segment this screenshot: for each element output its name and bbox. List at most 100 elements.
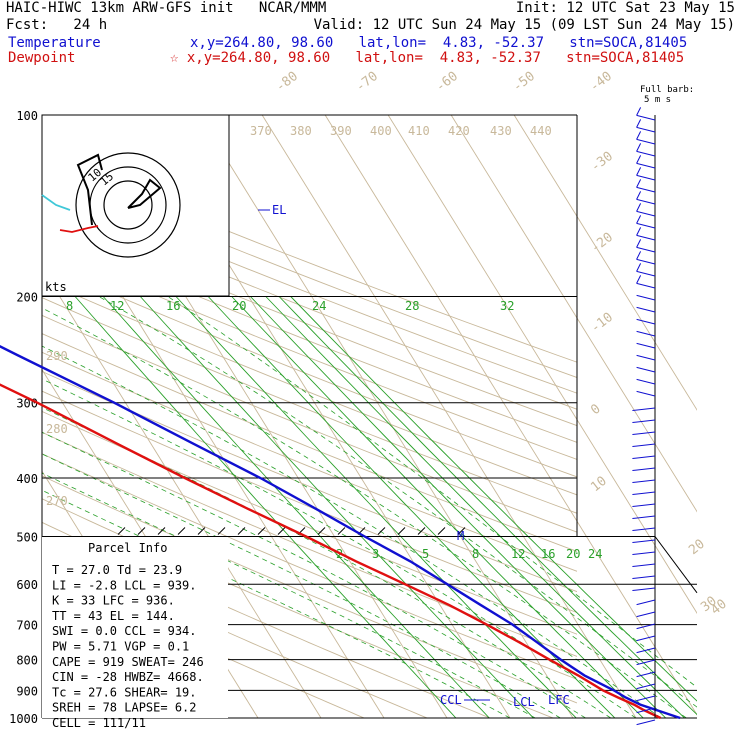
wind-barb bbox=[632, 587, 656, 591]
dry-adiabat-line bbox=[42, 246, 577, 460]
isotherm-line bbox=[42, 267, 322, 718]
wind-barb bbox=[636, 330, 656, 337]
mixing-ratio-line bbox=[290, 296, 697, 702]
parcel-row: CIN = -28 HWBZ= 4668. bbox=[52, 670, 204, 684]
hatch-mark bbox=[157, 527, 166, 535]
wind-barb bbox=[636, 719, 656, 726]
wind-barb bbox=[632, 479, 656, 483]
isotherm-tick-label: -70 bbox=[353, 69, 381, 95]
title-line: HAIC-HIWC 13km ARW-GFS init NCAR/MMM bbox=[6, 0, 327, 16]
isotherm-line bbox=[261, 115, 637, 718]
hodograph-trace-cyan bbox=[41, 194, 71, 211]
hatch-mark bbox=[237, 527, 246, 535]
parcel-row: K = 33 LFC = 936. bbox=[52, 594, 175, 608]
valid-time: Valid: 12 UTC Sun 24 May 15 (09 LST Sun … bbox=[313, 17, 735, 33]
wind-barb-feather bbox=[636, 227, 642, 236]
mixing-ratio-line bbox=[265, 296, 685, 718]
wind-barb bbox=[636, 599, 656, 606]
level-annotation: LCL bbox=[513, 695, 535, 709]
parcel-row: SREH = 78 LAPSE= 6.2 bbox=[52, 701, 197, 715]
level-annotation: M bbox=[457, 529, 464, 543]
isotherm-line bbox=[450, 115, 697, 513]
hatch-mark bbox=[317, 527, 326, 535]
wind-barb bbox=[636, 707, 656, 714]
mixing-ratio-tick-label: 20 bbox=[232, 299, 246, 313]
wind-barb bbox=[636, 695, 656, 702]
parcel-row: T = 27.0 Td = 23.9 bbox=[52, 563, 182, 577]
pressure-tick-label: 600 bbox=[16, 578, 38, 592]
mixing-ratio-tick-label: 16 bbox=[166, 299, 180, 313]
moist-adiabat-line bbox=[42, 307, 687, 718]
mixing-ratio-tick-label: 8 bbox=[472, 547, 479, 561]
wind-barb bbox=[636, 222, 656, 229]
wind-barb bbox=[632, 431, 656, 435]
theta-tick-label: 420 bbox=[448, 124, 470, 138]
dewpoint-station-text: x,y=264.80, 98.60 lat,lon= 4.83, -52.37 … bbox=[186, 50, 685, 66]
wind-barb bbox=[636, 671, 656, 678]
wind-barb bbox=[636, 210, 656, 217]
level-annotation: EL bbox=[272, 203, 286, 217]
level-annotation: CCL bbox=[440, 693, 462, 707]
wind-barb-feather bbox=[636, 191, 642, 200]
wind-barb bbox=[636, 258, 656, 265]
hodograph-unit-label: kts bbox=[45, 280, 67, 294]
star-icon: ☆ bbox=[170, 50, 179, 66]
dry-adiabat-line bbox=[42, 410, 577, 635]
wind-barb bbox=[636, 270, 656, 277]
theta-tick-label: 410 bbox=[408, 124, 430, 138]
wind-barb-feather bbox=[636, 275, 642, 284]
wind-barb bbox=[632, 455, 656, 459]
hatch-mark bbox=[217, 527, 226, 535]
isotherm-tick-label: -80 bbox=[273, 69, 301, 95]
dry-adiabat-line bbox=[42, 431, 577, 657]
mixing-ratio-tick-label: 3 bbox=[372, 547, 379, 561]
dry-adiabat-line bbox=[42, 262, 577, 478]
mixing-ratio-tick-label: 20 bbox=[566, 547, 580, 561]
wind-barb bbox=[636, 659, 656, 666]
wind-barb bbox=[636, 306, 656, 313]
isotherm-line bbox=[387, 115, 697, 615]
hatch-mark bbox=[117, 527, 126, 535]
wind-barb bbox=[636, 114, 656, 121]
parcel-row: CELL = 111/11 bbox=[52, 716, 146, 730]
isotherm-line bbox=[324, 115, 697, 716]
dry-adiabat-line bbox=[42, 154, 577, 363]
hatch-mark bbox=[417, 527, 426, 535]
dry-adiabat-line bbox=[42, 370, 577, 593]
pressure-tick-label: 800 bbox=[16, 654, 38, 668]
moist-adiabat-line bbox=[42, 431, 586, 718]
level-annotation: LFC bbox=[548, 693, 570, 707]
wind-barb bbox=[636, 126, 656, 133]
wind-barb bbox=[632, 551, 656, 555]
wind-barb bbox=[636, 366, 656, 373]
wind-barb bbox=[632, 575, 656, 579]
temperature-legend: Temperature bbox=[8, 35, 101, 51]
isotherm-tick-label: -40 bbox=[587, 69, 615, 95]
mixing-ratio-line bbox=[278, 296, 697, 716]
dry-adiabat-line bbox=[42, 183, 577, 394]
hatch-mark bbox=[277, 527, 286, 535]
wind-barb bbox=[636, 162, 656, 169]
isotherm-tick-label: -20 bbox=[588, 230, 616, 256]
wind-barb bbox=[636, 174, 656, 181]
wind-barb-feather bbox=[636, 203, 642, 212]
wind-barb bbox=[632, 419, 656, 423]
wind-barb-feather bbox=[636, 215, 642, 224]
dry-adiabat-line bbox=[42, 168, 577, 378]
mixing-ratio-tick-label: 32 bbox=[500, 299, 514, 313]
wind-barb bbox=[636, 294, 656, 301]
hatch-mark bbox=[197, 527, 206, 535]
wind-barb-feather bbox=[636, 167, 642, 176]
isotherm-tick-label: -60 bbox=[433, 69, 461, 95]
dry-adiabat-line bbox=[42, 297, 577, 514]
wind-barb bbox=[636, 611, 656, 618]
isotherm-line bbox=[0, 115, 6, 718]
dry-adiabat-line bbox=[42, 279, 577, 496]
dry-adiabat-line bbox=[42, 214, 577, 427]
wind-barb bbox=[636, 318, 656, 325]
mixing-ratio-tick-label: 8 bbox=[66, 299, 73, 313]
isotherm-tick-label: 10 bbox=[588, 474, 610, 495]
init-time: Init: 12 UTC Sat 23 May 15 bbox=[515, 0, 735, 16]
